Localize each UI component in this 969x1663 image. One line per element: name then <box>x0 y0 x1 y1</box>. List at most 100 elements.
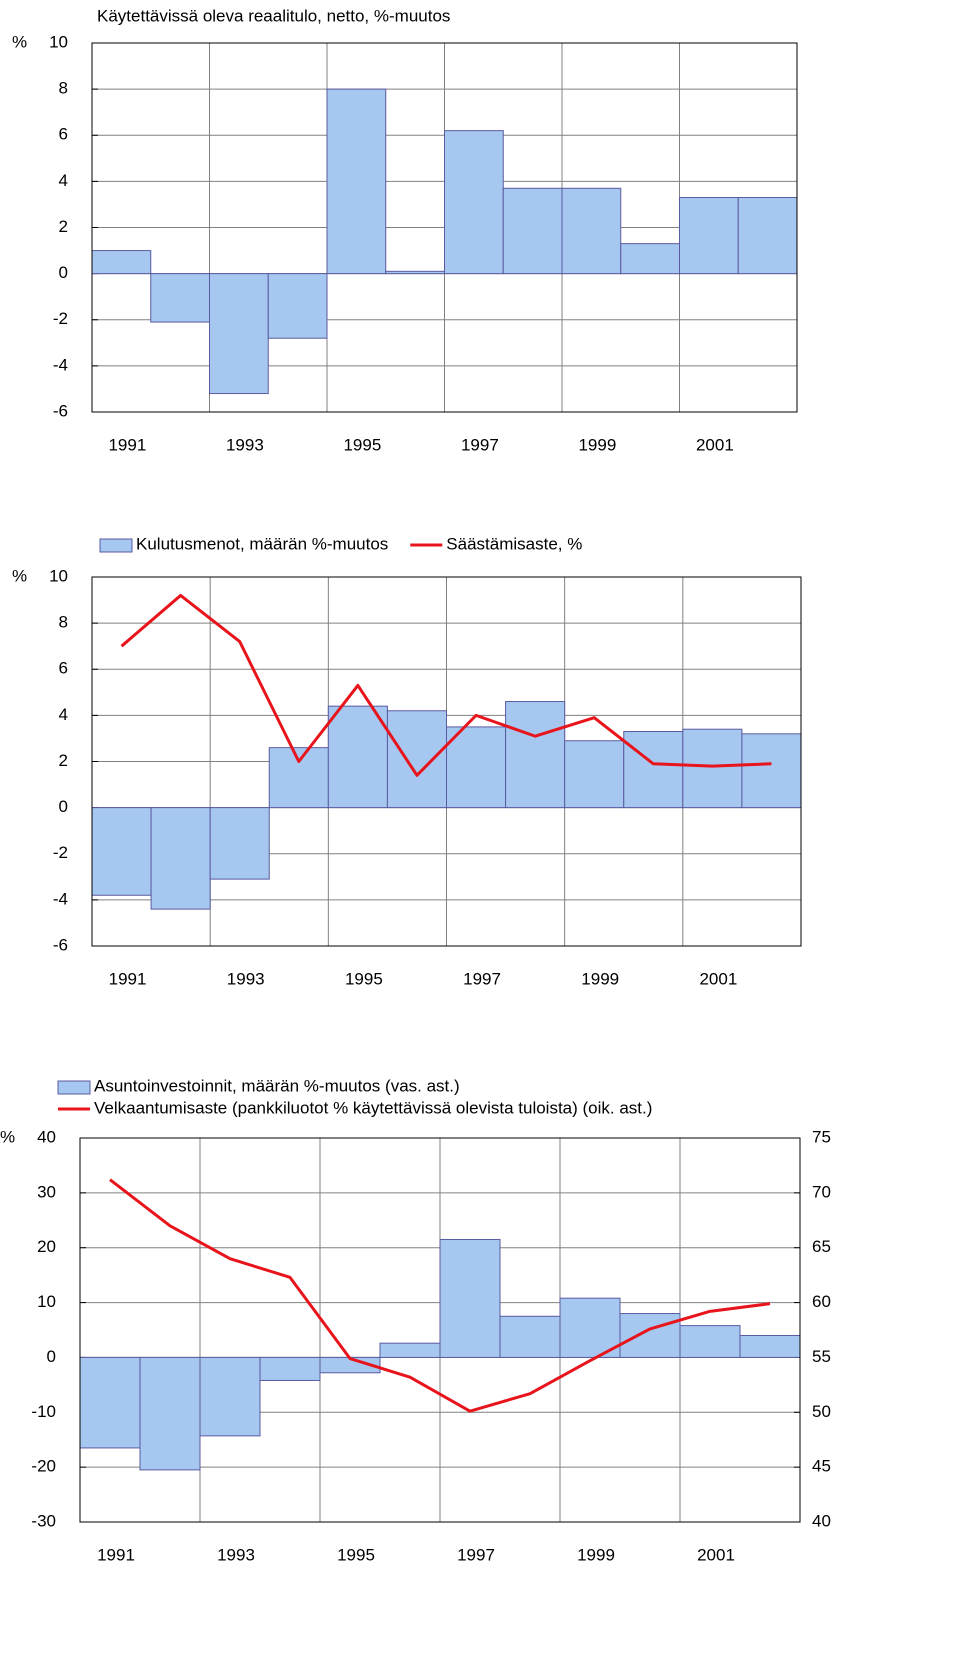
y-tick-label: 20 <box>37 1237 56 1256</box>
bar <box>559 1297 621 1358</box>
y-tick-label: 0 <box>59 263 68 282</box>
x-tick-label: 1995 <box>345 969 383 988</box>
bar <box>444 130 504 275</box>
legend-swatch <box>99 538 133 553</box>
y2-tick-label: 60 <box>812 1292 831 1311</box>
y-tick-label: 2 <box>59 751 68 770</box>
bar <box>505 701 566 809</box>
y-tick-label: -30 <box>31 1511 56 1530</box>
plot-frame <box>91 576 802 947</box>
bar <box>150 273 210 323</box>
bar <box>682 728 743 809</box>
bar <box>259 1356 321 1381</box>
y-tick-label: 6 <box>59 125 68 144</box>
bar <box>502 187 563 275</box>
bar <box>91 807 152 896</box>
y-tick-label: -4 <box>53 889 68 908</box>
y-unit: % <box>12 32 27 51</box>
chart-title: Käytettävissä oleva reaalitulo, netto, %… <box>97 6 450 25</box>
y-tick-label: 4 <box>59 171 68 190</box>
bar <box>385 270 445 275</box>
y-tick-label: 8 <box>59 79 68 98</box>
bar <box>268 747 329 809</box>
y2-tick-label: 45 <box>812 1457 831 1476</box>
bar <box>327 705 388 809</box>
x-tick-label: 2001 <box>699 969 737 988</box>
bar <box>91 250 152 275</box>
bar <box>561 187 622 275</box>
bar <box>619 1313 681 1358</box>
legend-swatch <box>57 1080 91 1095</box>
bar <box>679 1325 741 1358</box>
y-tick-label: 10 <box>49 566 68 585</box>
bar <box>79 1356 141 1449</box>
x-tick-label: 1997 <box>461 435 499 454</box>
y2-tick-label: 75 <box>812 1127 831 1146</box>
x-tick-label: 1993 <box>227 969 265 988</box>
x-tick-label: 1995 <box>337 1545 375 1564</box>
x-tick-label: 1991 <box>109 969 147 988</box>
x-tick-label: 1999 <box>581 969 619 988</box>
bar <box>150 807 211 910</box>
y-tick-label: -10 <box>31 1402 56 1421</box>
bar <box>209 807 270 880</box>
y-tick-label: -2 <box>53 309 68 328</box>
bar <box>446 726 507 809</box>
x-tick-label: 1993 <box>217 1545 255 1564</box>
y-tick-label: -2 <box>53 843 68 862</box>
y-tick-label: 30 <box>37 1182 56 1201</box>
legend-label: Kulutusmenot, määrän %-muutos <box>136 534 388 553</box>
x-tick-label: 1999 <box>578 435 616 454</box>
bar <box>379 1342 441 1358</box>
bar <box>139 1356 201 1471</box>
bar <box>267 273 328 339</box>
y-tick-label: 6 <box>59 659 68 678</box>
x-tick-label: 1995 <box>343 435 381 454</box>
bar <box>741 733 802 809</box>
y-tick-label: 4 <box>59 705 68 724</box>
bar <box>623 731 684 809</box>
line-series <box>120 593 772 777</box>
y-tick-label: -4 <box>53 355 68 374</box>
y2-tick-label: 55 <box>812 1347 831 1366</box>
x-tick-label: 1997 <box>457 1545 495 1564</box>
bar <box>737 197 798 275</box>
y-tick-label: -20 <box>31 1457 56 1476</box>
y-tick-label: 8 <box>59 613 68 632</box>
x-tick-label: 2001 <box>696 435 734 454</box>
bar <box>739 1334 801 1358</box>
line-series <box>109 1178 771 1413</box>
x-tick-label: 1993 <box>226 435 264 454</box>
y2-tick-label: 65 <box>812 1237 831 1256</box>
bar <box>439 1238 501 1358</box>
bar <box>386 710 447 809</box>
x-tick-label: 1999 <box>577 1545 615 1564</box>
x-tick-label: 1991 <box>108 435 146 454</box>
x-tick-label: 2001 <box>697 1545 735 1564</box>
bar <box>199 1356 261 1437</box>
bar <box>209 273 269 395</box>
y-tick-label: 0 <box>47 1347 56 1366</box>
bar <box>679 197 739 275</box>
bar <box>499 1315 561 1358</box>
y-tick-label: 2 <box>59 217 68 236</box>
y-tick-label: 0 <box>59 797 68 816</box>
y-tick-label: 40 <box>37 1127 56 1146</box>
legend-label: Säästämisaste, % <box>446 534 582 553</box>
y2-tick-label: 40 <box>812 1511 831 1530</box>
y-unit: % <box>0 1127 15 1146</box>
y-tick-label: -6 <box>53 401 68 420</box>
y2-tick-label: 70 <box>812 1182 831 1201</box>
legend-label: Velkaantumisaste (pankkiluotot % käytett… <box>94 1098 652 1117</box>
bar <box>564 740 625 809</box>
y-tick-label: -6 <box>53 935 68 954</box>
legend-label: Asuntoinvestoinnit, määrän %-muutos (vas… <box>94 1076 460 1095</box>
y-unit: % <box>12 566 27 585</box>
y-tick-label: 10 <box>49 32 68 51</box>
bar <box>326 88 387 275</box>
y2-tick-label: 50 <box>812 1402 831 1421</box>
x-tick-label: 1997 <box>463 969 501 988</box>
bar <box>620 243 680 275</box>
x-tick-label: 1991 <box>97 1545 135 1564</box>
